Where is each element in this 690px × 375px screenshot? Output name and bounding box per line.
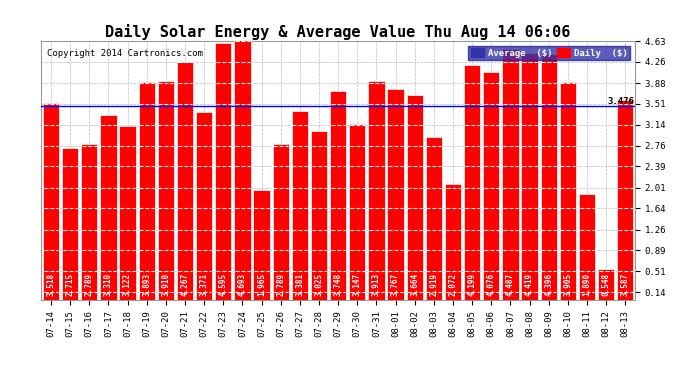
Bar: [292, 111, 308, 300]
Bar: [81, 144, 97, 300]
Text: 2.789: 2.789: [85, 272, 94, 296]
Text: 3.371: 3.371: [199, 272, 208, 296]
Bar: [483, 72, 500, 300]
Text: 3.587: 3.587: [621, 272, 630, 296]
Bar: [196, 112, 213, 300]
Text: 1.965: 1.965: [257, 272, 266, 296]
Text: 2.072: 2.072: [448, 272, 457, 296]
Title: Daily Solar Energy & Average Value Thu Aug 14 06:06: Daily Solar Energy & Average Value Thu A…: [106, 24, 571, 40]
Text: 3.025: 3.025: [315, 272, 324, 296]
Text: 3.664: 3.664: [410, 272, 419, 296]
Text: Copyright 2014 Cartronics.com: Copyright 2014 Cartronics.com: [48, 49, 204, 58]
Bar: [330, 90, 346, 300]
Bar: [349, 124, 366, 300]
Bar: [426, 137, 442, 300]
Bar: [100, 115, 117, 300]
Bar: [215, 43, 231, 300]
Bar: [253, 190, 270, 300]
Bar: [560, 82, 576, 300]
Text: 3.147: 3.147: [353, 272, 362, 296]
Bar: [445, 184, 461, 300]
Text: 3.767: 3.767: [391, 272, 400, 296]
Text: 1.890: 1.890: [582, 272, 591, 296]
Text: 3.748: 3.748: [333, 272, 343, 296]
Text: 3.518: 3.518: [46, 272, 55, 296]
Text: 3.310: 3.310: [104, 272, 113, 296]
Bar: [540, 54, 557, 300]
Bar: [177, 62, 193, 300]
Text: 2.715: 2.715: [66, 272, 75, 296]
Text: 4.487: 4.487: [506, 272, 515, 296]
Bar: [43, 104, 59, 300]
Bar: [119, 126, 136, 300]
Text: 3.910: 3.910: [161, 272, 170, 296]
Text: 4.595: 4.595: [219, 272, 228, 296]
Text: 4.419: 4.419: [525, 272, 534, 296]
Bar: [273, 144, 289, 300]
Bar: [598, 269, 614, 300]
Text: 4.396: 4.396: [544, 272, 553, 296]
Bar: [235, 38, 250, 300]
Text: 4.076: 4.076: [486, 272, 495, 296]
Text: 0.548: 0.548: [602, 272, 611, 296]
Bar: [62, 148, 78, 300]
Text: 4.693: 4.693: [238, 272, 247, 296]
Bar: [310, 131, 327, 300]
Bar: [579, 194, 595, 300]
Bar: [158, 81, 174, 300]
Bar: [139, 82, 155, 300]
Text: 3.381: 3.381: [295, 272, 304, 296]
Bar: [464, 65, 480, 300]
Text: 3.122: 3.122: [123, 272, 132, 296]
Bar: [368, 81, 384, 300]
Text: 3.893: 3.893: [142, 272, 151, 296]
Bar: [522, 53, 538, 300]
Bar: [406, 95, 423, 300]
Text: 4.199: 4.199: [468, 272, 477, 296]
Text: 2.789: 2.789: [276, 272, 285, 296]
Text: 3.913: 3.913: [372, 272, 381, 296]
Text: 4.267: 4.267: [181, 272, 190, 296]
Bar: [387, 90, 404, 300]
Bar: [502, 49, 518, 300]
Text: 3.905: 3.905: [563, 272, 572, 296]
Text: 3.476: 3.476: [608, 97, 635, 106]
Bar: [617, 99, 633, 300]
Legend: Average  ($), Daily  ($): Average ($), Daily ($): [468, 46, 630, 60]
Text: 2.919: 2.919: [429, 272, 438, 296]
